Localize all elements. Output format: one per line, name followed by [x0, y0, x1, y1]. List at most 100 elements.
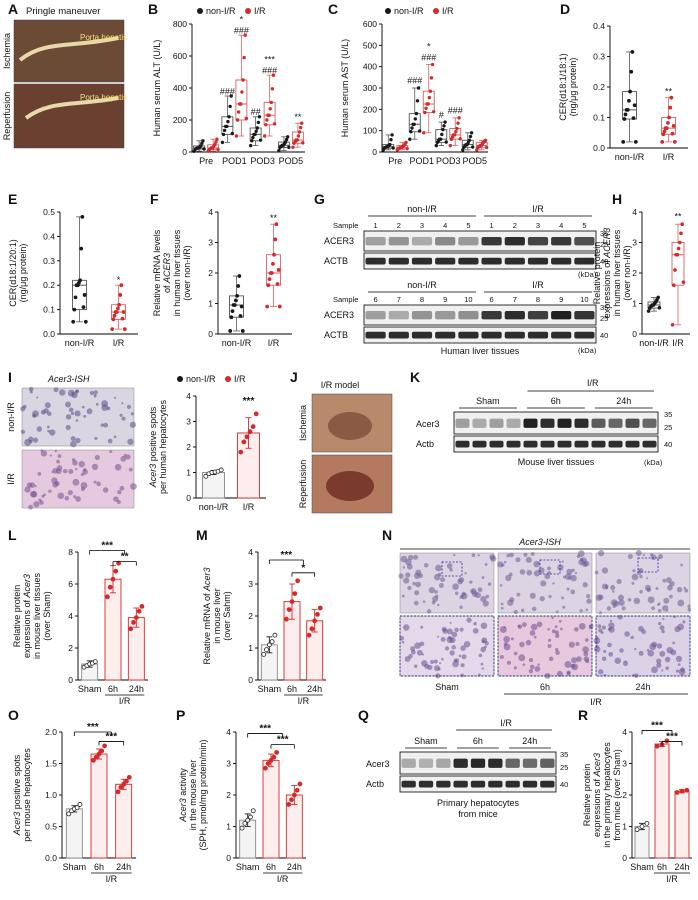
data-point [71, 319, 76, 324]
cell-nucleus [401, 640, 405, 644]
cell-nucleus [601, 625, 606, 630]
data-point [272, 632, 278, 638]
cell-nucleus [59, 389, 66, 396]
micrograph-low-mag [398, 552, 497, 614]
blot-band [388, 237, 409, 246]
cell-nucleus [554, 630, 559, 635]
cell-nucleus [109, 450, 113, 454]
cell-nucleus [94, 454, 100, 461]
cell-nucleus [91, 463, 99, 471]
cell-nucleus [414, 642, 421, 649]
data-point [458, 137, 462, 141]
blot-band [435, 311, 456, 320]
blot-band [455, 440, 470, 448]
cell-nucleus [54, 481, 60, 486]
cell-nucleus [435, 564, 442, 572]
cell-nucleus [65, 401, 71, 408]
data-point [270, 87, 275, 91]
significance-label: *** [259, 724, 271, 735]
cell-nucleus [618, 599, 625, 606]
blot-caption: from mice [458, 809, 498, 819]
y-axis-label: Relative protein [12, 585, 22, 648]
cell-nucleus [603, 649, 607, 653]
y-tick-label: 1 [208, 299, 213, 309]
cell-nucleus [83, 414, 87, 418]
ischemia-label: Ischemia [298, 405, 308, 441]
y-axis-label: (over Sham) [42, 591, 52, 641]
kda-label: (kDa) [578, 346, 597, 355]
panel-letter: K [410, 369, 420, 385]
cell-nucleus [121, 402, 124, 405]
cell-nucleus [617, 594, 625, 601]
porta-label: Porta hepatis [80, 33, 127, 42]
cell-nucleus [521, 622, 527, 628]
cell-nucleus [67, 490, 73, 496]
cell-nucleus [632, 569, 636, 573]
y-tick-label: 1 [248, 643, 253, 653]
data-point [625, 107, 630, 112]
row-label: non-I/R [6, 402, 16, 432]
data-point [118, 293, 123, 297]
sample-label: Sample [333, 295, 358, 304]
data-point [218, 467, 224, 473]
cell-nucleus [466, 617, 472, 623]
data-point [455, 126, 459, 131]
data-point [662, 129, 667, 134]
cell-nucleus [655, 586, 659, 590]
cell-nucleus [53, 387, 59, 393]
cell-nucleus [102, 487, 109, 493]
data-point [657, 305, 662, 310]
cell-nucleus [585, 608, 589, 612]
cell-nucleus [646, 649, 650, 652]
data-point [467, 138, 472, 142]
cell-nucleus [517, 624, 521, 628]
cell-nucleus [566, 671, 571, 676]
actb-blot-top [363, 252, 597, 270]
blot-band [642, 418, 657, 428]
mw-marker: 35 [664, 410, 672, 419]
blot-band [411, 311, 433, 320]
cell-nucleus [24, 439, 32, 446]
cell-nucleus [608, 651, 614, 657]
data-point [634, 827, 640, 833]
significance-label: *** [101, 540, 113, 551]
cell-nucleus [667, 584, 673, 591]
blot-band [557, 440, 572, 448]
blot-frame [363, 326, 597, 344]
cell-nucleus [638, 625, 644, 632]
data-point [448, 143, 452, 148]
cell-nucleus [93, 480, 97, 484]
cell-nucleus [499, 655, 504, 659]
sample-label: Sample [333, 221, 358, 230]
cell-nucleus [518, 654, 526, 662]
blot-band [401, 780, 416, 788]
y-tick-label: 0.5 [45, 822, 57, 832]
x-tick-label: I/R [243, 502, 255, 512]
cell-nucleus [516, 592, 521, 597]
data-point [461, 148, 465, 152]
cell-nucleus [72, 478, 80, 486]
cell-nucleus [93, 390, 98, 395]
blot-band [557, 418, 572, 428]
data-point [220, 140, 225, 145]
liver-lobe [326, 471, 374, 501]
data-point [126, 774, 132, 780]
data-point [237, 274, 242, 278]
group-label: I/R [590, 697, 602, 707]
data-point [215, 137, 219, 141]
data-point [214, 140, 218, 144]
cell-nucleus [616, 578, 622, 585]
x-tick-label: non-I/R [639, 338, 669, 348]
cell-nucleus [505, 574, 512, 582]
blot-band [540, 418, 555, 428]
cell-nucleus [526, 569, 533, 576]
data-point [239, 304, 244, 309]
cell-nucleus [562, 605, 566, 609]
blot-band [435, 237, 456, 246]
data-point [105, 594, 110, 600]
cell-nucleus [656, 662, 662, 668]
cell-nucleus [70, 440, 77, 448]
data-point [66, 811, 72, 817]
cell-nucleus [617, 614, 623, 620]
y-tick-label: 0 [182, 147, 187, 157]
